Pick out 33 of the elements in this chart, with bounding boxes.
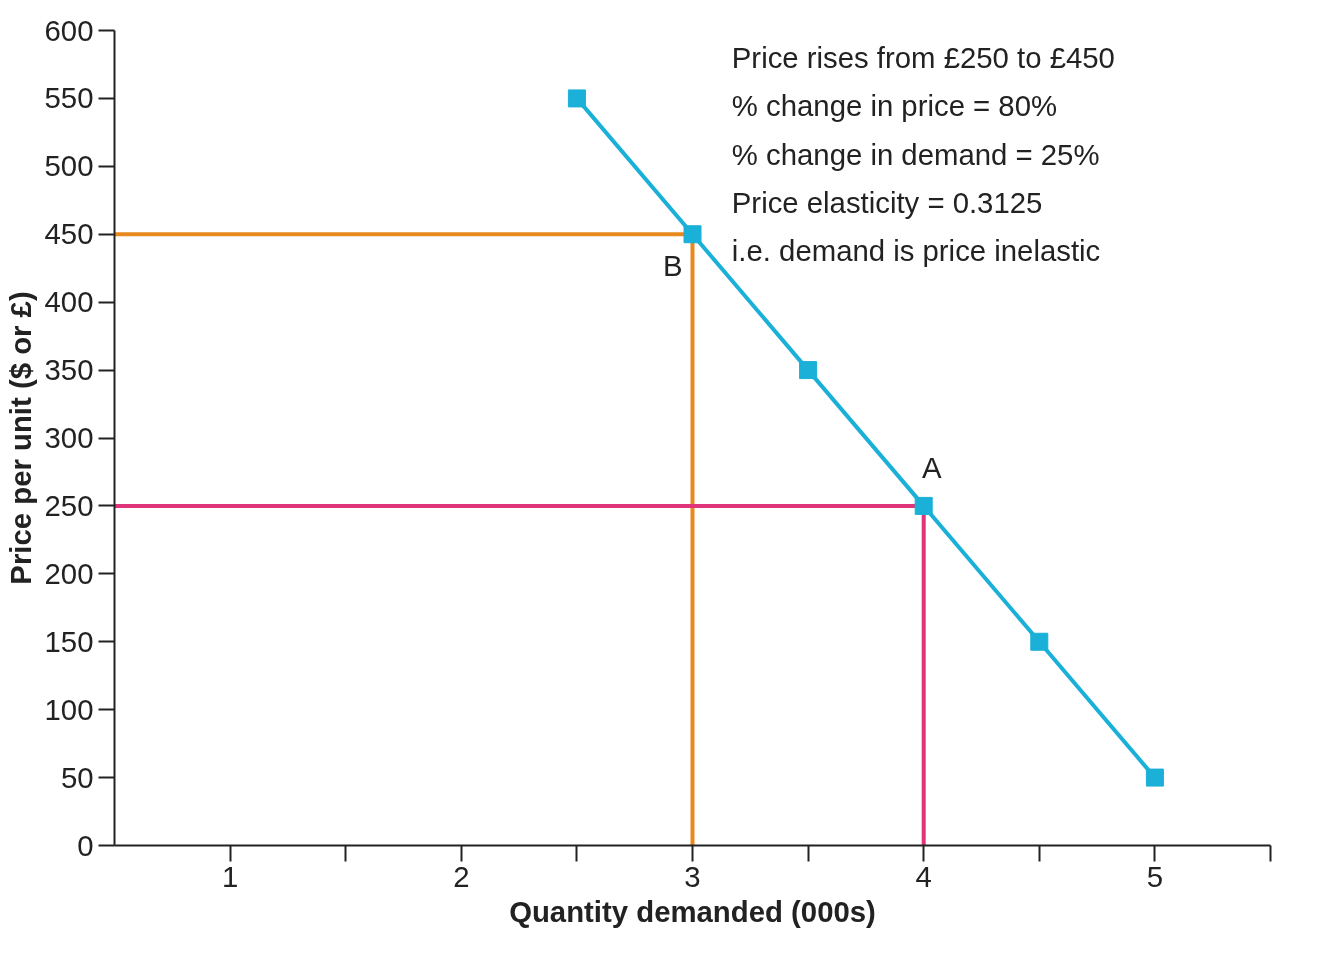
annotation: % change in demand = 25% — [731, 137, 1100, 171]
y-tick-label: 300 — [44, 421, 94, 454]
y-tick-label: 100 — [44, 692, 94, 726]
annotation: i.e. demand is price inelastic — [731, 234, 1101, 268]
y-tick-label: 50 — [60, 760, 94, 794]
annotation: Price elasticity = 0.3125 — [731, 185, 1043, 219]
y-tick-label: 150 — [44, 624, 94, 658]
y-tick-label: 350 — [44, 353, 94, 387]
annotation: Price rises from £250 to £450 — [731, 41, 1115, 75]
point — [683, 225, 702, 244]
annotation: A — [921, 450, 942, 484]
y-tick-label: 0 — [77, 828, 94, 862]
y-tick-label: 400 — [44, 285, 94, 319]
point — [1030, 632, 1049, 651]
x-tick-label: 2 — [453, 859, 470, 893]
y-tick-label: 500 — [44, 149, 94, 183]
annotation: % change in price = 80% — [731, 89, 1058, 123]
x-tick-label: 1 — [221, 859, 239, 893]
y-axis-title: Price per unit ($ or £) — [3, 291, 37, 585]
point — [1145, 768, 1164, 787]
x-tick-label: 3 — [684, 859, 701, 893]
point — [799, 361, 818, 380]
y-tick-label: 550 — [44, 81, 94, 115]
y-tick-label: 450 — [44, 217, 94, 251]
annotation: B — [662, 249, 683, 283]
x-axis-title: Quantity demanded (000s) — [509, 894, 876, 928]
point — [567, 89, 586, 108]
point — [914, 496, 933, 515]
y-tick-label: 200 — [44, 556, 94, 590]
x-tick-label: 5 — [1146, 859, 1164, 893]
y-tick-label: 250 — [44, 488, 94, 522]
x-tick-label: 4 — [915, 859, 932, 893]
y-tick-label: 600 — [44, 13, 94, 47]
